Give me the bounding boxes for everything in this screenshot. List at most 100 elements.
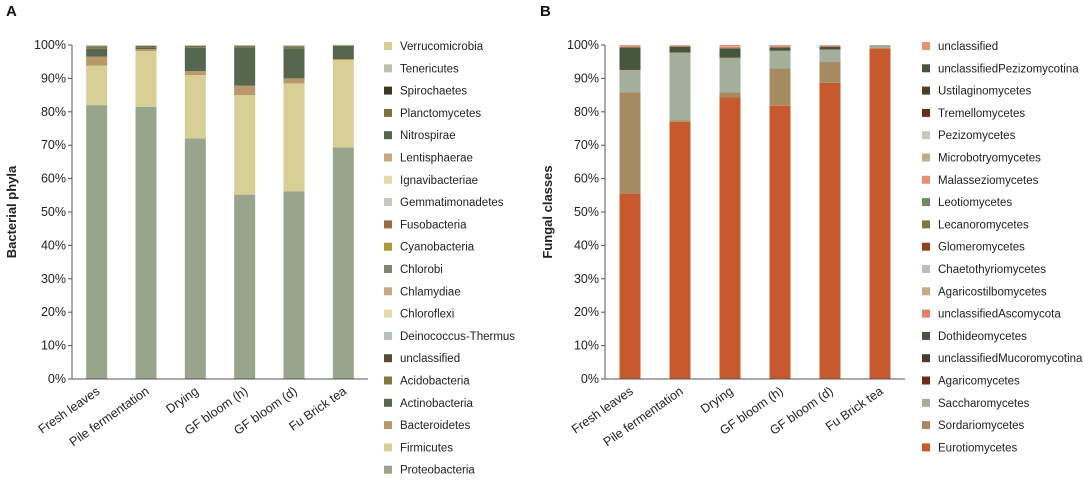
legend-swatch-tenericutes [384, 64, 392, 72]
legend-swatch-lecanoromycetes [922, 220, 930, 228]
legend-label-nitrospirae: Nitrospirae [400, 130, 456, 142]
legend-swatch-leotiomycetes [922, 198, 930, 206]
y-tick-label: 70% [574, 138, 599, 152]
bar-segment-dothideomycetes-gf-bloom-d [820, 47, 841, 49]
y-tick-label: 30% [41, 272, 66, 286]
legend-label-leotiomycetes: Leotiomycetes [938, 197, 1012, 209]
bar-segment-proteobacteria-fu-brick-tea [333, 148, 354, 379]
y-tick-label: 90% [41, 71, 66, 85]
y-tick-label: 100% [34, 38, 66, 52]
bar-segment-unclassified-pile-fermentation [136, 46, 157, 47]
bar-segment-unclassified-fresh-leaves [86, 46, 107, 47]
y-tick-label: 90% [574, 71, 599, 85]
legend-label-ustilaginomycetes: Ustilaginomycetes [938, 86, 1032, 98]
legend-swatch-sordariomycetes [922, 421, 930, 429]
bar-segment-firmicutes-drying [185, 75, 206, 138]
legend-label-spirochaetes: Spirochaetes [400, 86, 467, 98]
legend-swatch-deinococcus-thermus [384, 332, 392, 340]
bar-segment-dothideomycetes-fresh-leaves [620, 47, 641, 69]
y-tick-label: 10% [41, 339, 66, 353]
bar-segment-dothideomycetes-pile-fermentation [670, 47, 691, 52]
legend-label-pezizomycetes: Pezizomycetes [938, 130, 1016, 142]
legend-label-acidobacteria: Acidobacteria [400, 376, 470, 388]
bar-segment-deinococcus-thermus-gf-bloom-d [284, 46, 305, 47]
legend-swatch-unclassified [922, 42, 930, 50]
legend-label-dothideomycetes: Dothideomycetes [938, 331, 1027, 343]
legend-label-actinobacteria: Actinobacteria [400, 398, 473, 410]
legend-swatch-proteobacteria [384, 466, 392, 474]
y-tick-label: 40% [41, 238, 66, 252]
y-tick-label: 10% [574, 339, 599, 353]
bar-segment-unclassified-gf-bloom-h [234, 46, 255, 47]
bar-segment-proteobacteria-gf-bloom-d [284, 191, 305, 379]
legend-label-malasseziomycetes: Malasseziomycetes [938, 175, 1039, 187]
y-tick-label: 100% [567, 38, 599, 52]
bar-segment-firmicutes-gf-bloom-d [284, 83, 305, 191]
legend-label-chloroflexi: Chloroflexi [400, 309, 454, 321]
bar-segment-unclassified-drying [185, 46, 206, 47]
legend-swatch-agaricostilbomycetes [922, 287, 930, 295]
y-tick-label: 60% [574, 172, 599, 186]
y-tick-label: 0% [581, 372, 599, 386]
y-tick-label: 60% [41, 172, 66, 186]
legend-label-cyanobacteria: Cyanobacteria [400, 242, 475, 254]
bar-segment-saccharomycetes-fresh-leaves [620, 70, 641, 92]
legend-label-unclassifiedpezizomycotina: unclassifiedPezizomycotina [938, 63, 1079, 75]
legend-swatch-verrucomicrobia [384, 42, 392, 50]
bar-segment-unclassified-gf-bloom-d [284, 46, 305, 47]
y-tick-label: 50% [574, 205, 599, 219]
legend-label-firmicutes: Firmicutes [400, 442, 453, 454]
legend-label-sordariomycetes: Sordariomycetes [938, 420, 1025, 432]
legend-label-unclassified: unclassified [938, 41, 998, 53]
bar-segment-saccharomycetes-drying [720, 58, 741, 92]
bar-segment-sordariomycetes-fresh-leaves [620, 92, 641, 193]
legend-label-lentisphaerae: Lentisphaerae [400, 153, 473, 165]
bar-segment-proteobacteria-gf-bloom-h [234, 195, 255, 379]
legend-swatch-chlorobi [384, 265, 392, 273]
bar-segment-agaricomycetes-fresh-leaves [620, 69, 641, 70]
bar-segment-acidobacteria-drying [185, 47, 206, 48]
bar-segment-saccharomycetes-pile-fermentation [670, 53, 691, 120]
bar-segment-unclassifiedascomycota-fresh-leaves [620, 46, 641, 47]
legend-label-chlorobi: Chlorobi [400, 264, 443, 276]
legend-label-proteobacteria: Proteobacteria [400, 465, 475, 477]
bar-segment-sordariomycetes-gf-bloom-h [770, 68, 791, 105]
y-tick-label: 70% [41, 138, 66, 152]
bar-segment-sordariomycetes-gf-bloom-d [820, 62, 841, 83]
legend-label-agaricomycetes: Agaricomycetes [938, 376, 1020, 388]
bar-segment-proteobacteria-drying [185, 139, 206, 379]
bar-segment-unclassifiedascomycota-gf-bloom-h [770, 46, 791, 47]
y-axis-label-b: Fungal classes [540, 165, 555, 258]
bar-segment-actinobacteria-gf-bloom-d [284, 48, 305, 78]
bar-segment-dothideomycetes-gf-bloom-h [770, 47, 791, 50]
bar-segment-unclassified-drying [720, 45, 741, 46]
bar-segment-firmicutes-pile-fermentation [136, 51, 157, 107]
bar-segment-proteobacteria-pile-fermentation [136, 107, 157, 379]
legend-swatch-unclassifiedascomycota [922, 310, 930, 318]
bar-segment-eurotiomycetes-pile-fermentation [670, 122, 691, 379]
bar-segment-saccharomycetes-gf-bloom-h [770, 51, 791, 68]
y-tick-label: 20% [41, 305, 66, 319]
legend-swatch-planctomycetes [384, 109, 392, 117]
legend-swatch-ustilaginomycetes [922, 87, 930, 95]
bar-segment-firmicutes-fu-brick-tea [333, 60, 354, 148]
legend-label-gemmatimonadetes: Gemmatimonadetes [400, 197, 504, 209]
legend-label-fusobacteria: Fusobacteria [400, 219, 467, 231]
legend-swatch-lentisphaerae [384, 154, 392, 162]
legend-label-agaricostilbomycetes: Agaricostilbomycetes [938, 286, 1047, 298]
legend-label-microbotryomycetes: Microbotryomycetes [938, 153, 1041, 165]
legend-swatch-pezizomycetes [922, 131, 930, 139]
legend-swatch-agaricomycetes [922, 377, 930, 385]
bar-segment-saccharomycetes-gf-bloom-d [820, 50, 841, 62]
bar-segment-actinobacteria-pile-fermentation [136, 47, 157, 49]
legend-label-unclassified: unclassified [400, 353, 460, 365]
legend-swatch-bacteroidetes [384, 421, 392, 429]
y-tick-label: 20% [574, 305, 599, 319]
legend-swatch-chaetothyriomycetes [922, 265, 930, 273]
legend-swatch-ignavibacteriae [384, 176, 392, 184]
legend-swatch-firmicutes [384, 443, 392, 451]
legend-swatch-unclassifiedpezizomycotina [922, 64, 930, 72]
y-tick-label: 80% [41, 105, 66, 119]
legend-label-lecanoromycetes: Lecanoromycetes [938, 219, 1029, 231]
legend-swatch-eurotiomycetes [922, 443, 930, 451]
